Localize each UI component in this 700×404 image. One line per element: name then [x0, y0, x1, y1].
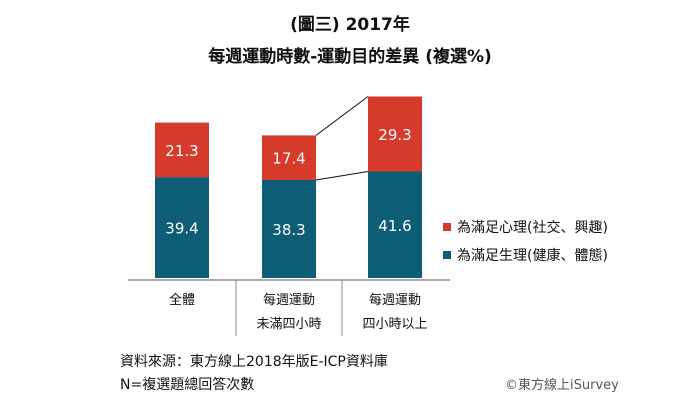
legend-swatch-physio: [443, 251, 451, 259]
category-label-1-0: 每週運動: [263, 292, 315, 308]
data-label-psych-1: 17.4: [272, 150, 305, 168]
copyright-text: ©東方線上iSurvey: [505, 378, 619, 393]
legend-label-psych: 為滿足心理(社交、興趣): [457, 220, 608, 236]
category-label-2-0: 每週運動: [369, 292, 421, 308]
bar-physio-1: [262, 179, 316, 278]
bar-physio-0: [155, 177, 209, 278]
bar-psych-2: [368, 96, 422, 172]
source-note: 資料來源：東方線上2018年版E-ICP資料庫: [120, 354, 388, 370]
bar-psych-0: [155, 122, 209, 178]
chart-title-line1: (圖三) 2017年: [290, 15, 410, 35]
category-label-0-0: 全體: [169, 292, 195, 308]
legend-item-physio: 為滿足生理(健康、體態): [443, 247, 608, 264]
connector-line-mid: [315, 171, 369, 181]
sample-note: N=複選題總回答次數: [120, 377, 255, 393]
data-label-psych-0: 21.3: [165, 142, 198, 160]
legend-label-physio: 為滿足生理(健康、體態): [457, 248, 608, 264]
data-label-psych-2: 29.3: [378, 126, 411, 144]
connector-line-top: [315, 96, 369, 136]
bar-physio-2: [368, 171, 422, 278]
data-label-physio-2: 41.6: [378, 217, 411, 235]
category-label-1-1: 未滿四小時: [256, 316, 321, 332]
chart-title-line2: 每週運動時數-運動目的差異 (複選%): [208, 47, 492, 67]
data-label-physio-1: 38.3: [272, 221, 305, 239]
legend-swatch-psych: [443, 223, 451, 231]
category-label-2-1: 四小時以上: [362, 317, 427, 332]
legend-item-psych: 為滿足心理(社交、興趣): [443, 219, 608, 236]
bar-psych-1: [262, 135, 316, 180]
data-label-physio-0: 39.4: [165, 220, 198, 238]
